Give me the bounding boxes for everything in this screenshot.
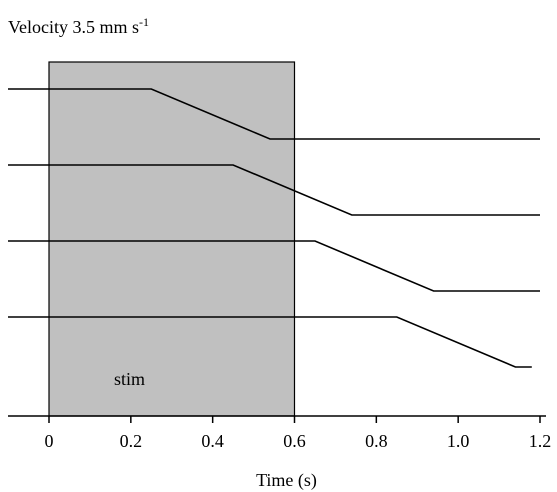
velocity-trace-4 xyxy=(8,316,532,368)
x-tick-label: 0.4 xyxy=(201,431,224,451)
chart-title: Velocity 3.5 mm s-1 xyxy=(8,15,149,37)
velocity-trace-2 xyxy=(8,164,540,216)
x-tick-label: 1.0 xyxy=(447,431,470,451)
x-tick-label: 0.8 xyxy=(365,431,388,451)
x-tick-label: 0.2 xyxy=(120,431,143,451)
stim-label: stim xyxy=(114,369,145,389)
velocity-trace-1 xyxy=(8,88,540,140)
stim-region xyxy=(48,61,296,417)
x-tick-label: 0.6 xyxy=(283,431,306,451)
x-tick-label: 0 xyxy=(45,431,54,451)
traces-group xyxy=(8,88,540,368)
x-axis-ticks: 0 0.2 0.4 0.6 0.8 1.0 1.2 xyxy=(45,416,552,451)
x-tick-label: 1.2 xyxy=(529,431,552,451)
x-axis-title: Time (s) xyxy=(256,470,317,491)
velocity-trace-3 xyxy=(8,240,540,292)
chart-title-main: Velocity 3.5 mm s xyxy=(8,17,139,37)
chart-title-superscript: -1 xyxy=(139,15,149,29)
